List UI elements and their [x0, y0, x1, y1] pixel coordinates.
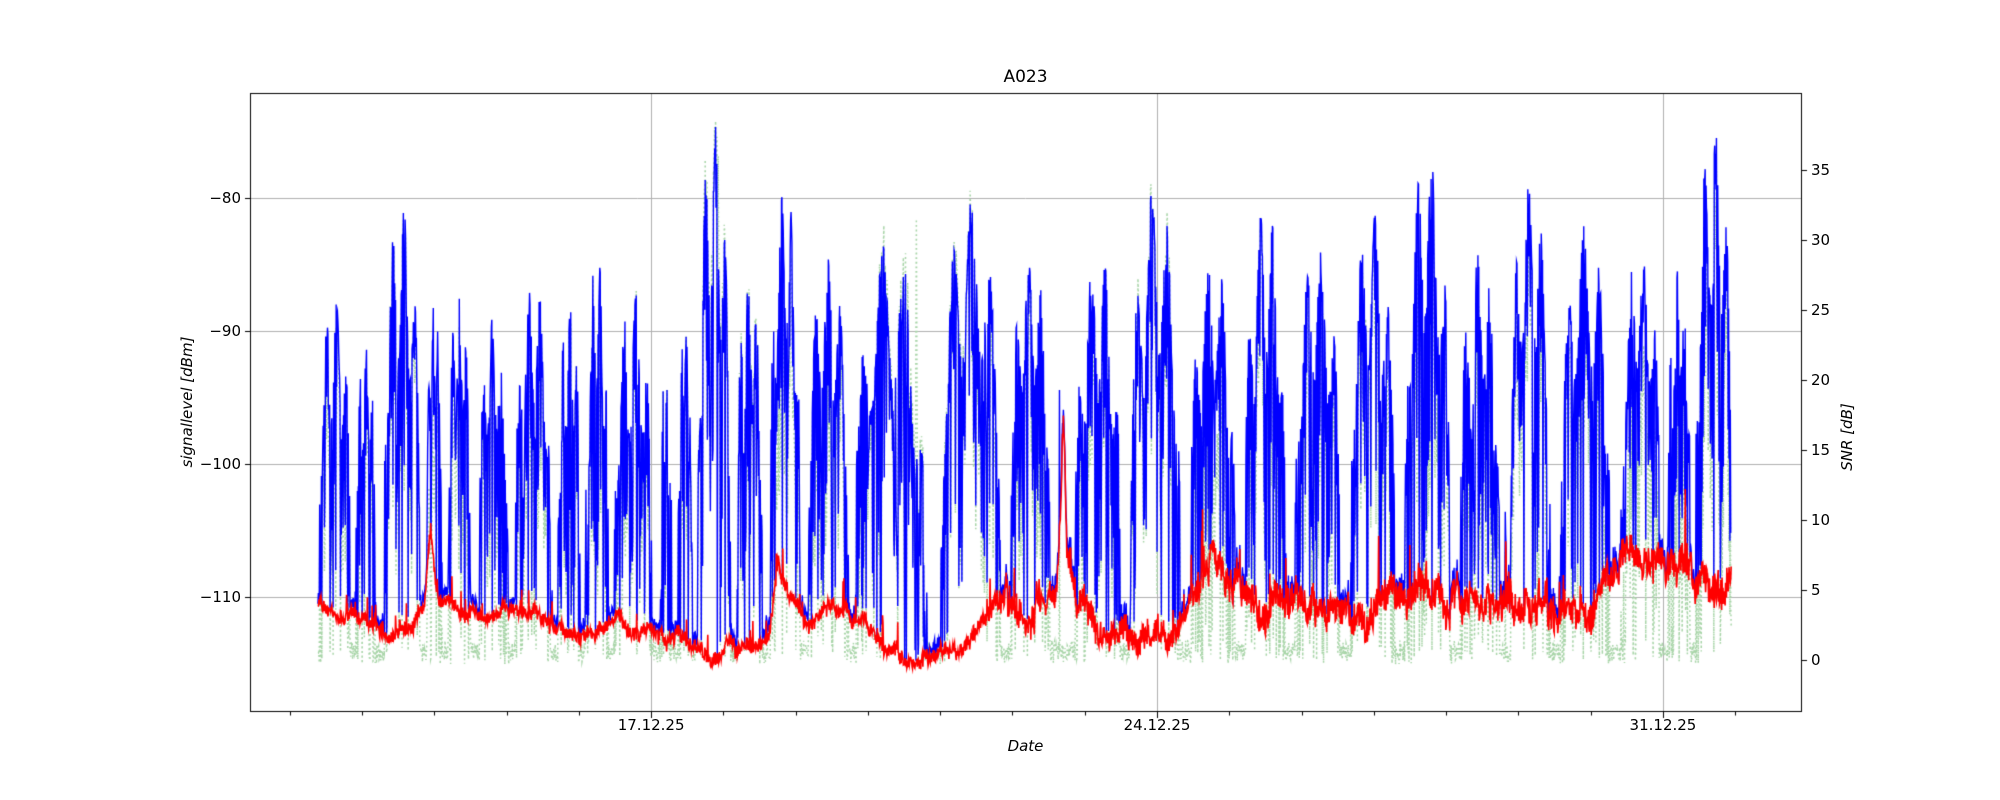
x-axis-label: Date: [1007, 737, 1044, 755]
y-right-tick-label: 30: [1811, 231, 1831, 249]
y-left-tick-label: −90: [209, 321, 241, 340]
y-left-tick-label: −100: [199, 454, 241, 473]
y-right-tick-label: 25: [1811, 301, 1831, 319]
y-right-tick-label: 0: [1811, 651, 1821, 670]
y-left-tick-label: −80: [209, 188, 241, 207]
y-right-tick-label: 15: [1811, 441, 1831, 460]
y-left-tick-label: −110: [199, 587, 241, 606]
chart-title: A023: [1003, 67, 1048, 87]
y-right-tick-label: 35: [1811, 161, 1831, 179]
x-tick-label: 24.12.25: [1123, 716, 1191, 734]
y-axis-label-right: SNR [dB]: [1838, 403, 1856, 471]
y-right-tick-label: 5: [1811, 581, 1821, 600]
y-right-tick-label: 10: [1811, 511, 1831, 530]
x-tick-label: 17.12.25: [617, 716, 685, 734]
y-right-tick-label: 20: [1811, 371, 1831, 390]
x-tick-label: 31.12.25: [1629, 716, 1697, 734]
y-axis-label-left: signallevel [dBm]: [178, 336, 196, 468]
